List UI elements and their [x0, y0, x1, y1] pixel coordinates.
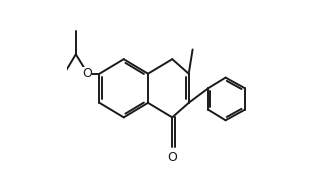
Text: O: O — [82, 67, 92, 80]
Text: O: O — [167, 151, 177, 164]
